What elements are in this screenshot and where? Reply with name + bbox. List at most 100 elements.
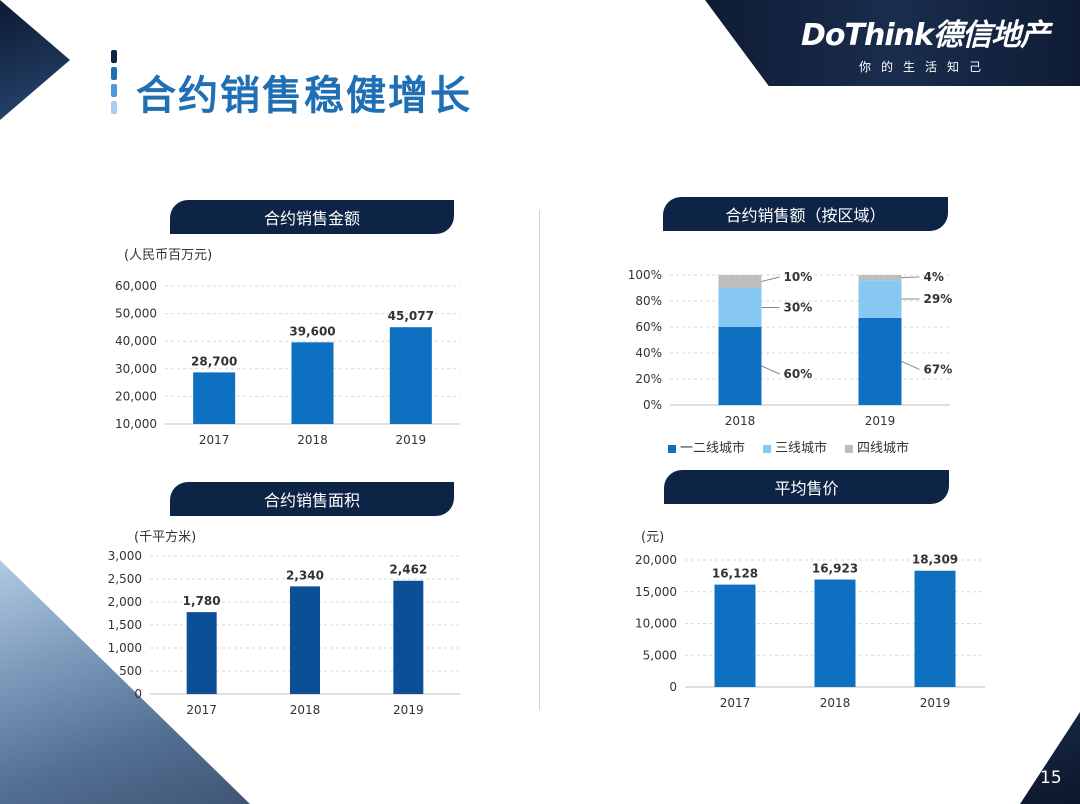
legend-swatch <box>668 444 676 453</box>
legend-label: 四线城市 <box>857 441 910 456</box>
y-tick-label: 10,000 <box>115 417 157 431</box>
y-tick-label: 15,000 <box>635 585 677 599</box>
y-tick-label: 40,000 <box>115 334 157 348</box>
unit-label-sales-area: (千平方米) <box>134 530 197 545</box>
stacked-bar-chart-sales-by-region: 0% 20% 40% 60% 80% 100% 60% 30% 10% 2018 67% 29% 4% 2… <box>628 268 953 428</box>
data-label: 39,600 <box>289 324 335 338</box>
data-label: 1,780 <box>183 594 221 608</box>
x-tick-label: 2017 <box>720 696 751 710</box>
y-tick-label: 5,000 <box>643 648 677 662</box>
y-tick-label: 1,000 <box>108 641 142 655</box>
y-tick-label: 40% <box>635 346 662 360</box>
bar-chart-average-price: 0 5,000 10,000 15,000 20,000 16,128 2017 16,923… <box>635 553 985 710</box>
accent-bar <box>111 50 117 63</box>
x-tick-label: 2019 <box>920 696 951 710</box>
accent-bar <box>111 84 117 97</box>
y-tick-label: 100% <box>628 268 662 282</box>
data-label: 16,923 <box>812 562 858 576</box>
data-label: 2,462 <box>389 563 427 577</box>
bar <box>186 612 217 694</box>
bar <box>814 579 856 687</box>
page-title: 合约销售稳健增长 <box>136 73 472 119</box>
y-tick-label: 50,000 <box>115 307 157 321</box>
leader-line <box>761 276 780 282</box>
y-tick-label: 2,500 <box>108 572 142 586</box>
column-divider <box>539 210 540 710</box>
data-label: 30% <box>784 301 813 315</box>
corner-decoration-bottom-right <box>1020 712 1080 804</box>
bar <box>389 327 432 424</box>
y-tick-label: 30,000 <box>115 362 157 376</box>
y-tick-label: 3,000 <box>108 549 142 563</box>
company-logo: DoThink德信地产 你的生活知己 <box>790 10 1060 75</box>
x-tick-label: 2018 <box>820 696 851 710</box>
y-tick-label: 0 <box>134 687 142 701</box>
bar <box>291 342 334 424</box>
page-number: 15 <box>1040 768 1062 788</box>
legend-label: 一二线城市 <box>680 441 746 456</box>
data-label: 18,309 <box>912 553 958 567</box>
stacked-bar-segment <box>718 288 762 327</box>
x-tick-label: 2019 <box>865 414 896 428</box>
y-tick-label: 20,000 <box>115 389 157 403</box>
x-tick-label: 2017 <box>186 703 217 717</box>
bar-chart-sales-amount: 10,000 20,000 30,000 40,000 50,000 60,000 28,7… <box>115 279 460 447</box>
y-tick-label: 80% <box>635 294 662 308</box>
legend-swatch <box>763 444 772 453</box>
bar <box>393 580 424 694</box>
accent-bar <box>111 101 117 114</box>
stacked-bar-segment <box>858 317 902 405</box>
bar <box>714 584 756 687</box>
data-label: 4% <box>924 270 944 284</box>
x-tick-label: 2018 <box>290 703 321 717</box>
data-label: 28,700 <box>191 354 237 368</box>
bar <box>193 372 236 424</box>
data-label: 2,340 <box>286 568 324 582</box>
y-tick-label: 0% <box>643 398 662 412</box>
legend-item: 一二线城市 <box>668 437 745 456</box>
legend-swatch <box>845 444 854 453</box>
chart-title-sales-by-region: 合约销售额（按区域） <box>663 197 948 231</box>
title-accent-bars <box>111 50 119 118</box>
y-tick-label: 20,000 <box>635 553 677 567</box>
data-label: 60% <box>784 367 813 381</box>
data-label: 16,128 <box>712 567 758 581</box>
stacked-bar-segment <box>718 327 762 405</box>
chart-title-average-price: 平均售价 <box>664 470 949 504</box>
leader-line <box>901 276 920 279</box>
y-tick-label: 10,000 <box>635 617 677 631</box>
leader-line <box>761 365 780 375</box>
legend-sales-by-region: 一二线城市 三线城市 四线城市 <box>668 437 909 456</box>
brand-slogan: 你的生活知己 <box>858 60 991 74</box>
bar <box>914 570 956 687</box>
x-tick-label: 2019 <box>393 703 424 717</box>
y-tick-label: 0 <box>669 680 677 694</box>
x-tick-label: 2019 <box>396 433 427 447</box>
corner-decoration-top-left <box>0 0 70 120</box>
legend-label: 三线城市 <box>775 441 828 456</box>
bar <box>290 586 320 694</box>
bar-chart-sales-area: 0 500 1,000 1,500 2,000 2,500 3,000 1,780 2017 2,… <box>108 549 460 717</box>
brand-name: DoThink德信地产 <box>801 18 1050 53</box>
y-tick-label: 60,000 <box>115 279 157 293</box>
data-label: 29% <box>924 292 953 306</box>
y-tick-label: 2,000 <box>108 595 142 609</box>
y-tick-label: 20% <box>635 372 662 386</box>
stacked-bar-segment <box>858 275 902 281</box>
unit-label-sales-amount: (人民币百万元) <box>124 248 213 263</box>
data-label: 67% <box>924 362 953 376</box>
x-tick-label: 2017 <box>199 433 230 447</box>
data-label: 10% <box>784 270 813 284</box>
stacked-bar-segment <box>718 275 762 288</box>
legend-item: 四线城市 <box>845 437 909 456</box>
legend-item: 三线城市 <box>763 437 827 456</box>
unit-label-average-price: (元) <box>641 530 665 545</box>
y-tick-label: 60% <box>635 320 662 334</box>
x-tick-label: 2018 <box>725 414 756 428</box>
logo-banner <box>705 0 1080 86</box>
stacked-bar-segment <box>858 280 902 318</box>
chart-title-sales-amount: 合约销售金额 <box>170 200 454 234</box>
y-tick-label: 500 <box>119 664 142 678</box>
data-label: 45,077 <box>388 309 434 323</box>
leader-line <box>901 360 920 370</box>
